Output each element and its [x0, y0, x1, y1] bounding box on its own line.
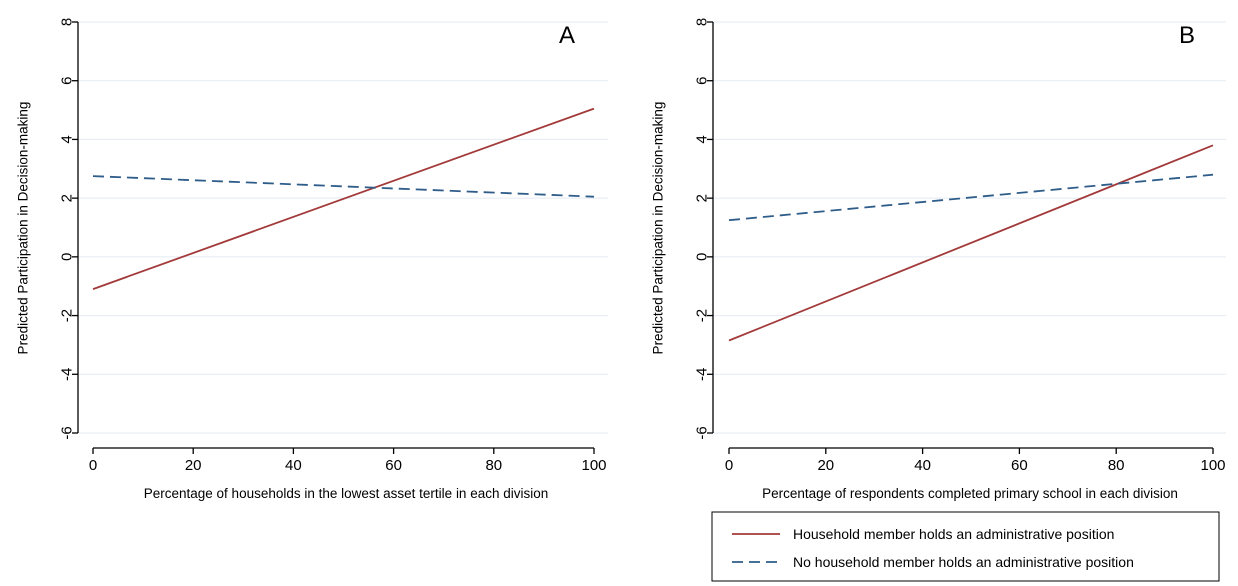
panel-b-x-axis-title: Percentage of respondents completed prim…: [762, 486, 1178, 501]
panel-a-y-tick-label-1: -4: [59, 368, 76, 381]
panel-b-y-tick-label-2: -2: [694, 309, 711, 322]
panel-a-x-tick-label-4: 80: [485, 457, 502, 474]
panel-b-y-tick-label-0: -6: [694, 426, 711, 439]
legend-label-0: Household member holds an administrative…: [793, 526, 1114, 542]
panel-a-x-axis-title: Percentage of households in the lowest a…: [144, 486, 549, 501]
panel-b-x-tick-label-4: 80: [1108, 457, 1125, 474]
panel-a-x-tick-label-0: 0: [89, 457, 97, 474]
panel-a-x-tick-label-2: 40: [285, 457, 302, 474]
panel-b-series-line-1: [728, 173, 1214, 222]
panel-b-y-tick-label-6: 6: [694, 77, 711, 85]
panel-a-y-tick-label-5: 4: [59, 135, 76, 143]
panel-a-series-line-0: [92, 107, 595, 290]
panel-a-y-tick-label-7: 8: [59, 18, 76, 26]
panel-a-plot-area: [78, 8, 608, 448]
panel-b-plot-area: [713, 8, 1226, 448]
legend: Household member holds an administrative…: [711, 511, 1220, 582]
legend-box: [711, 511, 1220, 582]
panel-b-letter: B: [1179, 22, 1195, 49]
legend-label-1: No household member holds an administrat…: [793, 554, 1134, 570]
panel-a-x-tick-label-1: 20: [185, 457, 202, 474]
panel-b-x-tick-label-3: 60: [1011, 457, 1028, 474]
panel-a-x-tick-label-5: 100: [581, 457, 606, 474]
panel-b-x-tick-label-2: 40: [914, 457, 931, 474]
panel-b-series-line-0: [728, 144, 1214, 342]
panel-a-letter: A: [559, 22, 575, 49]
panel-b-x-tick-label-1: 20: [817, 457, 834, 474]
panel-b-x-tick-label-5: 100: [1200, 457, 1225, 474]
panel-a-series-line-1: [92, 175, 595, 198]
panel-b-y-tick-label-3: 0: [694, 253, 711, 261]
panel-a-y-axis-title: Predicted Participation in Decision-maki…: [16, 102, 31, 355]
panel-a-x-tick-label-3: 60: [385, 457, 402, 474]
panel-a-y-tick-label-4: 2: [59, 194, 76, 202]
panel-b-y-tick-label-4: 2: [694, 194, 711, 202]
panel-b-x-tick-label-0: 0: [725, 457, 733, 474]
panel-a-y-tick-label-0: -6: [59, 426, 76, 439]
panel-b-y-tick-label-5: 4: [694, 135, 711, 143]
panel-a-y-tick-label-3: 0: [59, 253, 76, 261]
panel-b-y-axis-title: Predicted Participation in Decision-maki…: [651, 102, 666, 355]
panel-a-y-tick-label-6: 6: [59, 77, 76, 85]
panel-a-y-tick-label-2: -2: [59, 309, 76, 322]
panel-b-y-tick-label-7: 8: [694, 18, 711, 26]
panel-b-y-tick-label-1: -4: [694, 368, 711, 381]
